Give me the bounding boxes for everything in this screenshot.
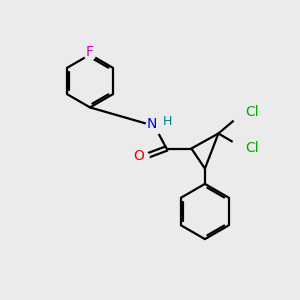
Text: F: F — [86, 45, 94, 59]
Circle shape — [232, 104, 251, 124]
Text: Cl: Cl — [245, 142, 259, 155]
Text: N: N — [147, 118, 157, 131]
Circle shape — [136, 151, 149, 164]
Circle shape — [85, 49, 95, 60]
Text: O: O — [134, 149, 144, 163]
Circle shape — [232, 137, 251, 157]
Text: Cl: Cl — [245, 106, 259, 119]
Circle shape — [146, 118, 163, 134]
Text: H: H — [162, 115, 172, 128]
